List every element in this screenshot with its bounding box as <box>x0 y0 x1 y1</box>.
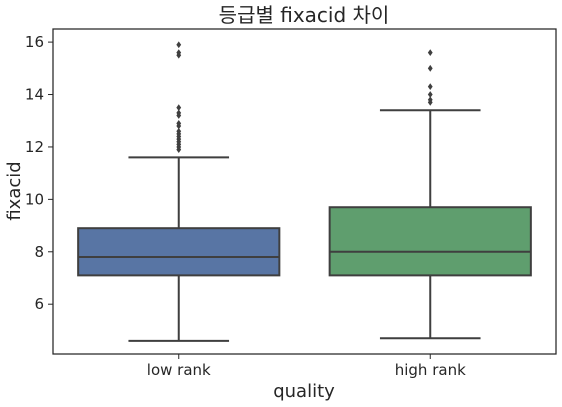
outlier-point <box>176 119 182 127</box>
x-axis-label: quality <box>273 381 335 402</box>
outlier-point <box>176 104 182 112</box>
outlier-point <box>176 127 182 135</box>
y-axis-label: fixacid <box>4 161 25 220</box>
y-tick-label: 6 <box>34 295 44 313</box>
plot-area: 6 8 10 12 14 16 low rank high rank <box>25 33 532 379</box>
box-low-rank <box>77 227 281 277</box>
y-tick-label: 8 <box>34 243 44 261</box>
outlier-point <box>427 49 433 56</box>
y-tick-label: 14 <box>25 86 44 104</box>
x-tick-label: high rank <box>395 361 466 379</box>
outlier-point <box>427 91 433 98</box>
plot-frame <box>52 28 557 355</box>
chart-title: 등급별 fixacid 차이 <box>219 3 390 27</box>
x-tick-label: low rank <box>147 361 211 379</box>
outlier-point <box>176 41 182 49</box>
box-high-rank <box>328 206 532 277</box>
outlier-point <box>176 109 182 117</box>
outlier-point <box>427 96 433 104</box>
y-tick-label: 16 <box>25 33 44 51</box>
outlier-point <box>427 83 433 91</box>
outlier-point <box>176 49 182 56</box>
y-tick-label: 12 <box>25 138 44 156</box>
y-tick-label: 10 <box>25 190 44 208</box>
outlier-point <box>427 64 433 72</box>
